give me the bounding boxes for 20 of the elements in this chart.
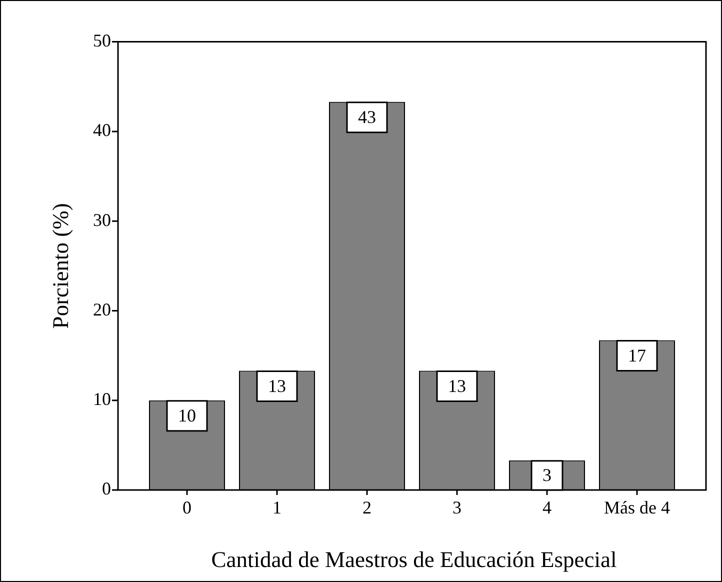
y-axis-title: Porciento (%) (48, 203, 73, 329)
y-tick-label: 50 (93, 30, 111, 51)
data-label: 43 (358, 107, 376, 128)
y-tick-label: 10 (93, 389, 111, 410)
y-tick-label: 0 (102, 478, 111, 499)
x-axis-title: Cantidad de Maestros de Educación Especial (211, 546, 617, 572)
y-tick-label: 40 (93, 120, 111, 140)
data-label: 3 (542, 465, 552, 486)
data-label: 10 (178, 406, 196, 426)
data-label: 17 (628, 346, 646, 366)
x-tick-label: 4 (542, 498, 552, 518)
y-tick-label: 20 (93, 299, 111, 320)
x-tick-label: 0 (182, 498, 192, 518)
data-label: 13 (268, 376, 286, 396)
y-tick-label: 30 (93, 210, 111, 230)
x-tick-label: 1 (272, 498, 282, 518)
x-tick-label: 3 (452, 498, 462, 518)
data-label: 13 (448, 376, 466, 396)
x-tick-label: 2 (362, 498, 372, 518)
x-tick-label: Más de 4 (604, 498, 670, 518)
